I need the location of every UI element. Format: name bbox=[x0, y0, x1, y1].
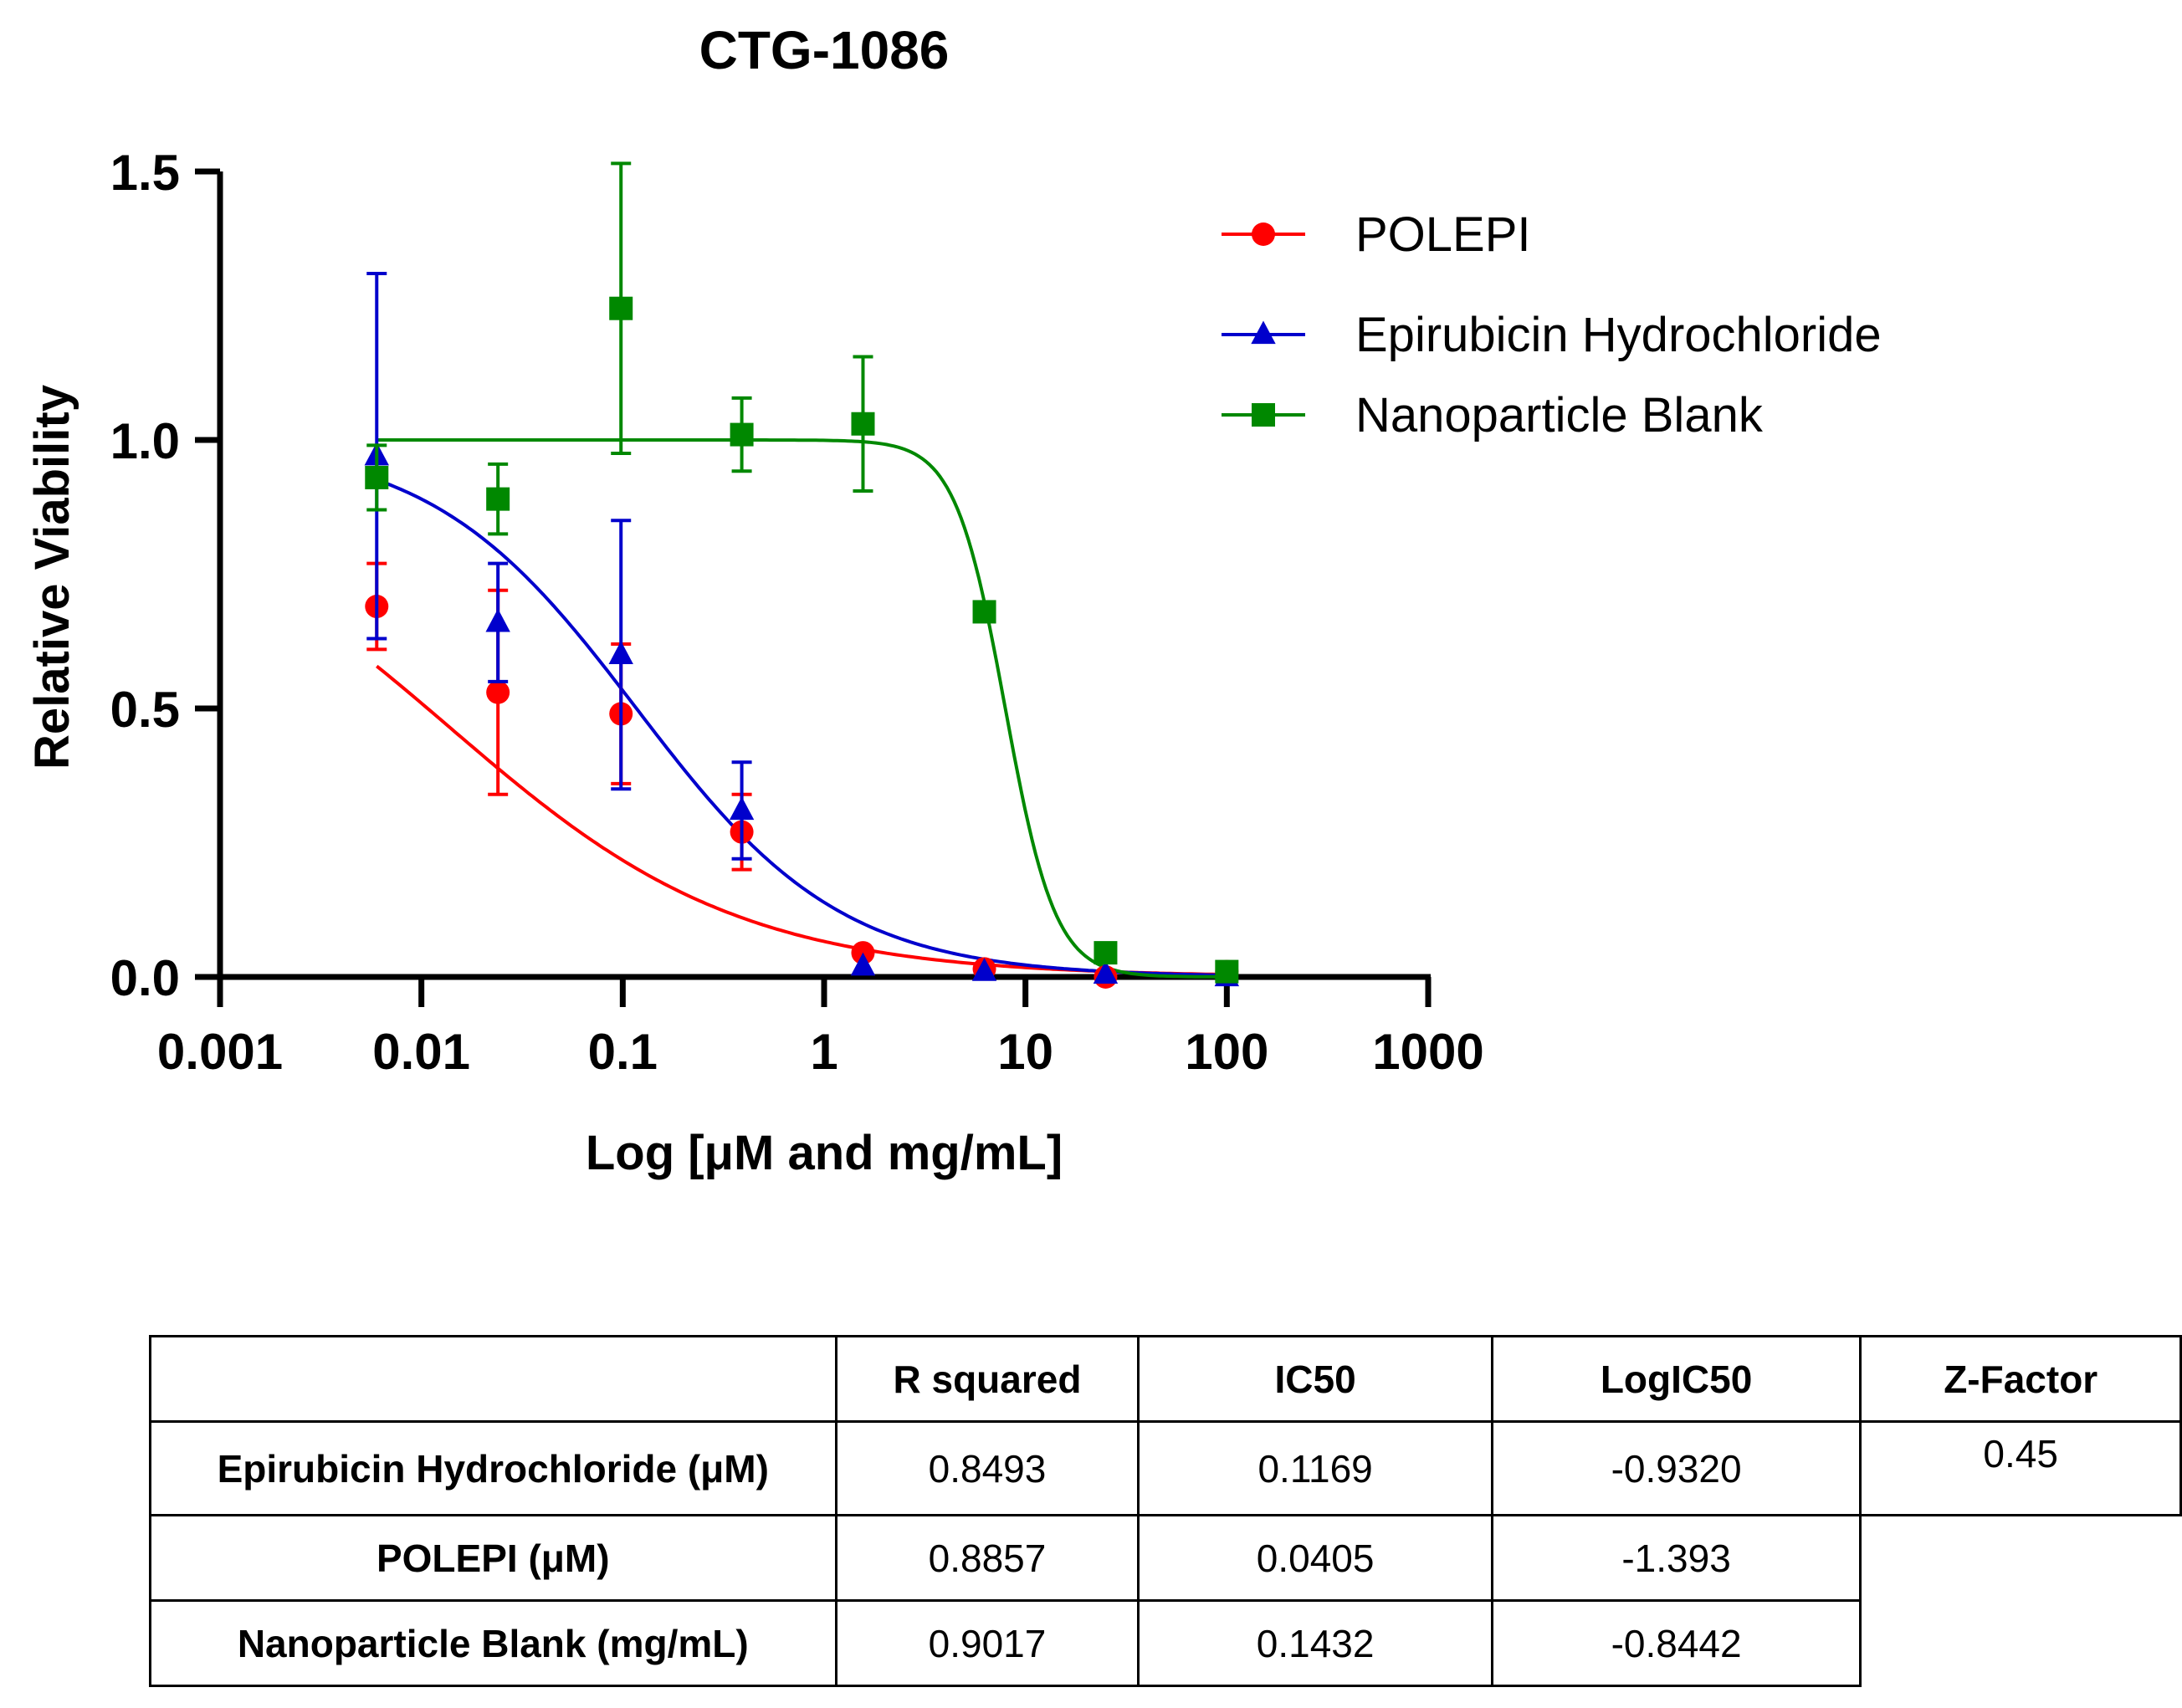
x-tick-label: 0.01 bbox=[372, 1024, 470, 1080]
cell-logic50: -0.9320 bbox=[1490, 1420, 1862, 1516]
legend-label: Epirubicin Hydrochloride bbox=[1355, 308, 1882, 362]
point-1-6 bbox=[1093, 960, 1119, 984]
x-axis-label: Log [μM and mg/mL] bbox=[586, 1126, 1063, 1180]
x-tick-label: 100 bbox=[1185, 1024, 1268, 1080]
cell-z-factor: 0.45 bbox=[1859, 1420, 2182, 1516]
row-label: Epirubicin Hydrochloride (μM) bbox=[149, 1420, 837, 1516]
table-row: Epirubicin Hydrochloride (μM) 0.8493 0.1… bbox=[149, 1420, 2182, 1516]
x-tick-label: 1000 bbox=[1372, 1024, 1483, 1080]
point-2-7 bbox=[1215, 959, 1239, 984]
fit-statistics-table: R squared IC50 LogIC50 Z-Factor Epirubic… bbox=[149, 1335, 2182, 1687]
x-tick-label: 0.001 bbox=[157, 1024, 283, 1080]
y-tick-label: 1.0 bbox=[110, 413, 180, 469]
point-2-3 bbox=[730, 422, 754, 447]
legend-label: POLEPI bbox=[1355, 207, 1531, 262]
table-row: Nanoparticle Blank (mg/mL) 0.9017 0.1432… bbox=[149, 1599, 2181, 1687]
cell-ic50: 0.0405 bbox=[1137, 1514, 1493, 1602]
point-2-4 bbox=[851, 412, 875, 436]
fit-curve-1 bbox=[376, 478, 1227, 977]
y-axis-label: Relative Viability bbox=[25, 385, 79, 770]
cell-logic50: -0.8442 bbox=[1490, 1599, 1862, 1687]
x-tick-label: 1 bbox=[810, 1024, 837, 1080]
legend-marker bbox=[1252, 222, 1275, 246]
legend-marker bbox=[1251, 320, 1276, 345]
point-2-5 bbox=[972, 600, 996, 624]
fit-curve-0 bbox=[376, 664, 1227, 977]
point-1-2 bbox=[608, 641, 633, 664]
cell-r-squared: 0.8493 bbox=[834, 1420, 1140, 1516]
data-points bbox=[364, 161, 1240, 989]
header-z-factor: Z-Factor bbox=[1859, 1335, 2182, 1423]
x-tick-label: 10 bbox=[997, 1024, 1053, 1080]
fit-curves bbox=[376, 438, 1227, 979]
y-tick-label: 0.0 bbox=[110, 950, 180, 1006]
point-1-5 bbox=[971, 958, 997, 981]
empty-cell bbox=[1861, 1601, 2181, 1686]
table-header-row: R squared IC50 LogIC50 Z-Factor bbox=[149, 1335, 2182, 1423]
row-label: Nanoparticle Blank (mg/mL) bbox=[149, 1599, 837, 1687]
point-2-6 bbox=[1094, 941, 1118, 965]
axes: 0.0 0.5 1.0 1.5 0.001 0.01 0.1 1 10 100 1000 bbox=[110, 145, 1484, 1080]
header-logic50: LogIC50 bbox=[1490, 1335, 1862, 1423]
point-2-1 bbox=[486, 487, 510, 511]
dose-response-chart: CTG-1086 0.0 0.5 1.0 1.5 0.001 0.01 0.1 1 10 100 1… bbox=[25, 20, 1882, 1180]
legend-marker bbox=[1252, 403, 1275, 427]
table-row: POLEPI (μM) 0.8857 0.0405 -1.393 bbox=[149, 1514, 2181, 1602]
y-tick-label: 1.5 bbox=[110, 145, 180, 201]
point-2-0 bbox=[365, 465, 389, 489]
point-0-1 bbox=[486, 680, 510, 704]
empty-cell bbox=[1861, 1516, 2181, 1601]
header-blank bbox=[149, 1335, 837, 1423]
point-1-4 bbox=[850, 952, 876, 976]
legend-label: Nanoparticle Blank bbox=[1355, 388, 1764, 442]
header-r-squared: R squared bbox=[834, 1335, 1140, 1423]
x-tick-label: 0.1 bbox=[588, 1024, 658, 1080]
point-1-1 bbox=[485, 608, 510, 632]
cell-ic50: 0.1432 bbox=[1137, 1599, 1493, 1687]
chart-title: CTG-1086 bbox=[699, 20, 950, 80]
point-1-3 bbox=[729, 796, 755, 821]
point-2-2 bbox=[609, 296, 633, 320]
cell-r-squared: 0.8857 bbox=[834, 1514, 1140, 1602]
header-ic50: IC50 bbox=[1137, 1335, 1493, 1423]
cell-r-squared: 0.9017 bbox=[834, 1599, 1140, 1687]
cell-ic50: 0.1169 bbox=[1137, 1420, 1493, 1516]
legend: POLEPI Epirubicin Hydrochloride Nanopartic… bbox=[1222, 207, 1882, 442]
y-tick-label: 0.5 bbox=[110, 682, 180, 738]
fit-curve-2 bbox=[376, 438, 1227, 979]
row-label: POLEPI (μM) bbox=[149, 1514, 837, 1602]
cell-logic50: -1.393 bbox=[1490, 1514, 1862, 1602]
